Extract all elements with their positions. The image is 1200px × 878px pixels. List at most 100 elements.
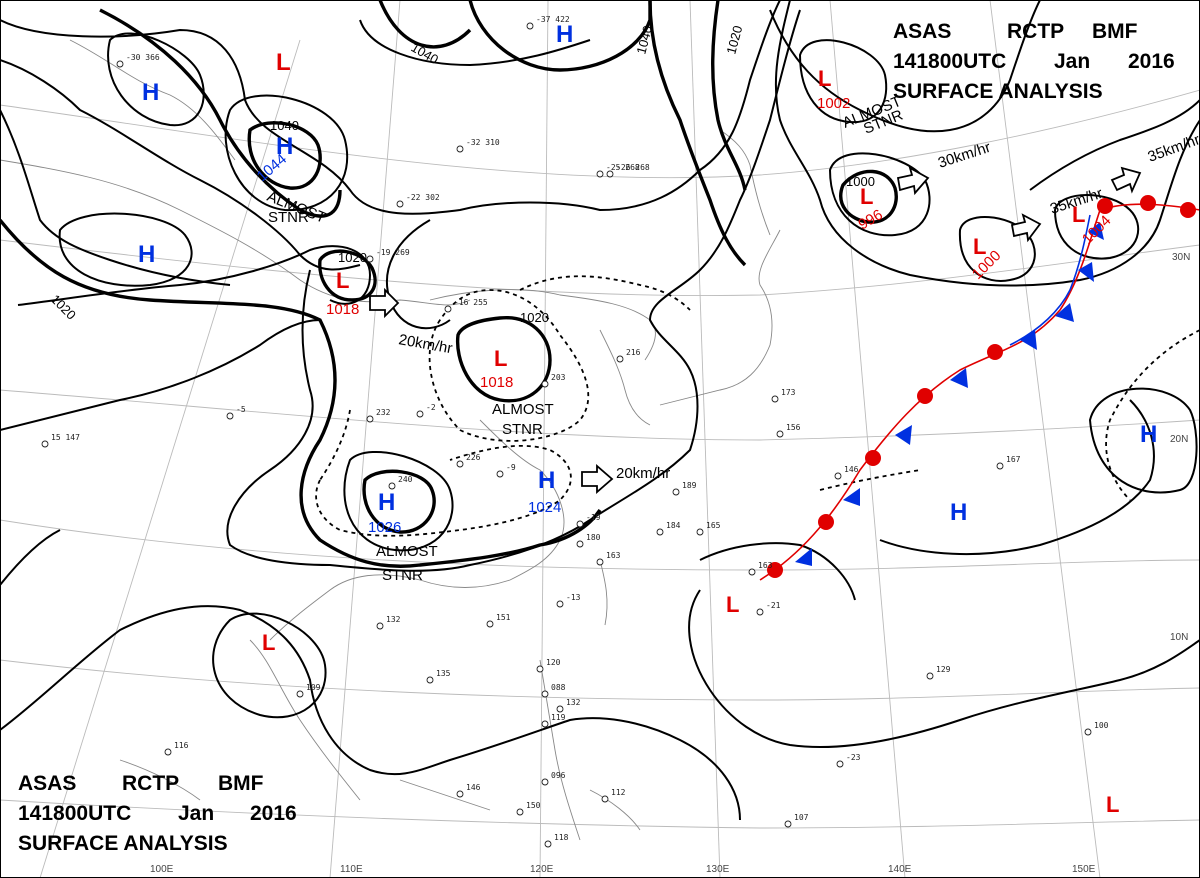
station-marker	[672, 488, 680, 496]
station-marker	[416, 410, 424, 418]
low-center-symbol: L	[726, 592, 739, 617]
station-marker	[366, 415, 374, 423]
map-header-bottom: ASAS RCTP BMF 141800UTC Jan 2016 SURFACE…	[18, 772, 297, 855]
high-center-symbol: H	[1140, 421, 1157, 448]
coastlines	[0, 39, 781, 841]
cold-front-mark	[1078, 262, 1094, 282]
station-marker	[388, 482, 396, 490]
station-value: -21	[766, 601, 781, 610]
station-value: -23	[846, 753, 861, 762]
low-center-symbol: L	[818, 66, 831, 91]
station-value: 132	[386, 615, 401, 624]
station-value: 135	[436, 669, 451, 678]
svg-text:STNR: STNR	[382, 567, 423, 584]
isobar-label: 1040	[270, 118, 299, 133]
motion-speed: 20km/hr	[397, 331, 453, 357]
motion-speed: 30km/hr	[936, 139, 993, 172]
high-center-symbol: H	[556, 21, 573, 48]
station-marker	[526, 22, 534, 30]
station-marker	[926, 672, 934, 680]
station-marker	[541, 778, 549, 786]
station-value: -30 366	[126, 53, 160, 62]
svg-text:SURFACE ANALYSIS: SURFACE ANALYSIS	[893, 80, 1103, 103]
high-center-symbol: H	[378, 489, 395, 516]
station-value: 119	[551, 713, 566, 722]
cold-front-mark	[950, 368, 968, 388]
station-marker	[656, 528, 664, 536]
station-marker	[426, 676, 434, 684]
station-value: 184	[666, 521, 681, 530]
low-center-symbol: L	[262, 630, 275, 655]
svg-text:ALMOST: ALMOST	[376, 543, 438, 560]
longitude-ticks: 100E 110E 120E 130E 140E 150E	[150, 864, 1096, 875]
station-marker	[544, 840, 552, 848]
station-value: -19 269	[376, 248, 410, 257]
svg-text:110E: 110E	[340, 864, 363, 875]
station-value: 118	[554, 833, 569, 842]
cold-front-mark	[1055, 303, 1074, 322]
station-marker	[776, 430, 784, 438]
warm-front-mark	[1140, 195, 1156, 211]
low-center-symbol: L	[1106, 792, 1119, 817]
station-marker	[164, 748, 172, 756]
station-value: 203	[551, 373, 566, 382]
station-value: -22 302	[406, 193, 440, 202]
station-marker	[596, 558, 604, 566]
station-value: 232	[376, 408, 391, 417]
station-marker	[996, 462, 1004, 470]
svg-text:150E: 150E	[1072, 864, 1096, 875]
svg-text:ASAS: ASAS	[893, 20, 951, 43]
station-marker	[556, 705, 564, 713]
isobar-label: 1020	[48, 292, 79, 323]
svg-text:Jan: Jan	[178, 802, 214, 825]
station-marker	[226, 412, 234, 420]
station-marker	[456, 460, 464, 468]
svg-text:BMF: BMF	[1092, 20, 1138, 43]
station-marker	[376, 622, 384, 630]
station-value: 132	[566, 698, 581, 707]
high-center-value: 1024	[528, 499, 561, 516]
high-center-symbol: H	[950, 499, 967, 526]
station-value: 107	[794, 813, 809, 822]
isobar-label: 1040	[633, 24, 655, 56]
station-value: -25 268	[606, 163, 640, 172]
svg-text:141800UTC: 141800UTC	[893, 50, 1006, 73]
station-value: -32 310	[466, 138, 500, 147]
motion-speed: 20km/hr	[616, 465, 670, 482]
cold-front-mark	[795, 548, 812, 566]
svg-text:ASAS: ASAS	[18, 772, 76, 795]
station-marker	[396, 200, 404, 208]
station-value: 167	[1006, 455, 1021, 464]
low-center-symbol: L	[276, 49, 291, 76]
station-value: 240	[398, 475, 413, 484]
map-header-top: ASAS RCTP BMF 141800UTC Jan 2016 SURFACE…	[893, 20, 1175, 103]
svg-text:10N: 10N	[1170, 632, 1188, 643]
svg-text:140E: 140E	[888, 864, 912, 875]
warm-front	[759, 195, 1200, 581]
station-value: 156	[786, 423, 801, 432]
cold-front-mark	[1020, 330, 1037, 350]
svg-text:RCTP: RCTP	[122, 772, 179, 795]
station-marker	[596, 170, 604, 178]
warm-front-mark	[767, 562, 783, 578]
station-marker	[456, 790, 464, 798]
note-almost-stnr: ALMOST STNR	[376, 543, 438, 584]
low-center-symbol: L	[336, 268, 349, 293]
station-value: -5	[236, 405, 246, 414]
low-center-value: 1018	[326, 301, 359, 318]
station-value: 226	[466, 453, 481, 462]
svg-text:141800UTC: 141800UTC	[18, 802, 131, 825]
station-value: 150	[526, 801, 541, 810]
isobar-label: 1000	[846, 174, 875, 189]
stationary-notes: ALMOST STNR ALMOST STNR ALMOST STNR ALMO…	[265, 93, 906, 584]
station-marker	[836, 760, 844, 768]
station-value: 116	[174, 741, 189, 750]
station-marker	[116, 60, 124, 68]
station-value: 189	[682, 481, 697, 490]
isobar-label: 1020	[723, 24, 745, 56]
high-center-symbol: H	[138, 241, 155, 268]
station-value: 088	[551, 683, 566, 692]
station-marker	[536, 665, 544, 673]
